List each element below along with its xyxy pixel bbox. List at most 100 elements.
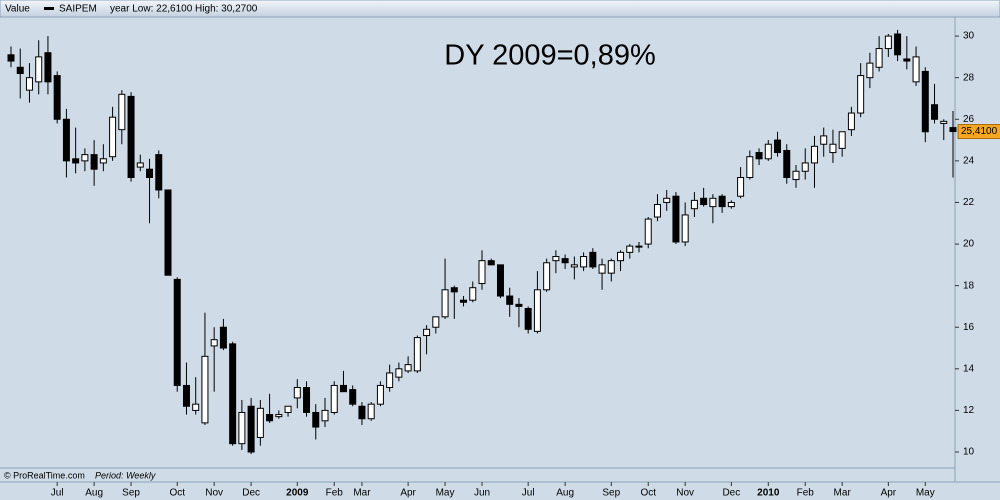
candle-body: [940, 120, 948, 124]
candle-body: [774, 139, 782, 154]
x-tick-label: Feb: [326, 488, 344, 499]
candle-body: [238, 411, 246, 445]
candle-body: [949, 127, 957, 133]
candle-body: [561, 258, 569, 264]
candle-body: [25, 77, 33, 91]
last-price-label: 25,4100: [961, 126, 998, 137]
subtitle: year Low: 22,6100 High: 30,2700: [110, 4, 258, 15]
candle-body: [312, 411, 320, 428]
y-tick-label: 14: [963, 363, 975, 374]
legend-swatch: [44, 7, 54, 10]
source: © ProRealTime.com: [4, 470, 85, 480]
annotation: DY 2009=0,89%: [444, 40, 656, 72]
candle-body: [349, 389, 357, 405]
candle-body: [72, 158, 80, 164]
candle-body: [690, 199, 698, 210]
candle-body: [533, 289, 541, 332]
candle-body: [644, 218, 652, 245]
candle-body: [16, 66, 24, 75]
candle-body: [626, 245, 634, 253]
candle-body: [894, 33, 902, 56]
candle-body: [810, 145, 818, 164]
candle-body: [155, 154, 163, 191]
candle-body: [829, 143, 837, 154]
candle-body: [903, 58, 911, 62]
candle-body: [109, 116, 117, 158]
candle-body: [487, 260, 495, 266]
candle-body: [672, 195, 680, 243]
candle-body: [339, 384, 347, 393]
x-tick-label: Nov: [676, 488, 694, 499]
candle-body: [136, 162, 144, 168]
candle-body: [395, 368, 403, 378]
candle-body: [460, 299, 468, 303]
candle-body: [755, 152, 763, 160]
y-tick-label: 28: [963, 72, 975, 83]
candle-body: [524, 308, 532, 330]
candle-body: [607, 260, 615, 274]
legend-label: SAIPEM: [59, 4, 97, 15]
candle-body: [783, 149, 791, 178]
candle-body: [635, 245, 643, 248]
candle-body: [247, 405, 255, 453]
candle-body: [192, 403, 200, 411]
candle-body: [718, 195, 726, 208]
candle-body: [875, 48, 883, 68]
x-tick-label: Dec: [242, 488, 260, 499]
candle-body: [219, 326, 227, 349]
candle-body: [404, 364, 412, 372]
candle-body: [210, 339, 218, 347]
last-price-box: [957, 124, 1000, 140]
candle-body: [256, 407, 264, 438]
candle-body: [164, 189, 172, 276]
candle-body: [506, 295, 514, 305]
candle-body: [229, 343, 237, 445]
x-tick-label: 2010: [757, 488, 780, 499]
candle-body: [62, 118, 70, 162]
x-tick-label: Mar: [834, 488, 852, 499]
candle-body: [931, 104, 939, 120]
candle-body: [469, 287, 477, 301]
candle-body: [838, 131, 846, 149]
x-tick-label: Apr: [881, 488, 897, 499]
candle-body: [53, 75, 61, 120]
candle-body: [81, 154, 89, 162]
candle-body: [441, 289, 449, 318]
candle-body: [884, 35, 892, 50]
x-tick-label: May: [436, 488, 455, 499]
candle-body: [847, 112, 855, 131]
candle-body: [552, 256, 560, 262]
x-tick-label: Dec: [722, 488, 740, 499]
candle-body: [709, 197, 717, 208]
candle-body: [496, 264, 504, 297]
candle-body: [284, 405, 292, 413]
y-tick-label: 12: [963, 405, 975, 416]
candle-body: [921, 70, 929, 133]
x-tick-label: Sep: [602, 488, 620, 499]
candle-body: [857, 75, 865, 114]
candle-body: [727, 201, 735, 208]
x-tick-label: Aug: [556, 488, 574, 499]
candle-body: [358, 405, 366, 420]
candle-body: [432, 316, 440, 328]
x-tick-label: Mar: [353, 488, 371, 499]
period: Period: Weekly: [95, 470, 156, 480]
candle-body: [376, 384, 384, 405]
y-tick-label: 20: [963, 239, 975, 250]
candle-body: [201, 355, 209, 424]
candle-body: [35, 56, 43, 83]
candle-body: [386, 372, 394, 389]
candle-body: [293, 387, 301, 399]
candle-body: [570, 264, 578, 268]
header-bar: [0, 0, 1000, 18]
candle-body: [44, 52, 52, 83]
candle-body: [303, 387, 311, 413]
y-tick-label: 10: [963, 447, 975, 458]
y-tick-label: 24: [963, 156, 975, 167]
candle-body: [266, 414, 274, 422]
candle-body: [653, 204, 661, 218]
x-tick-label: Jul: [51, 488, 64, 499]
candle-body: [866, 62, 874, 79]
candle-body: [700, 197, 708, 206]
